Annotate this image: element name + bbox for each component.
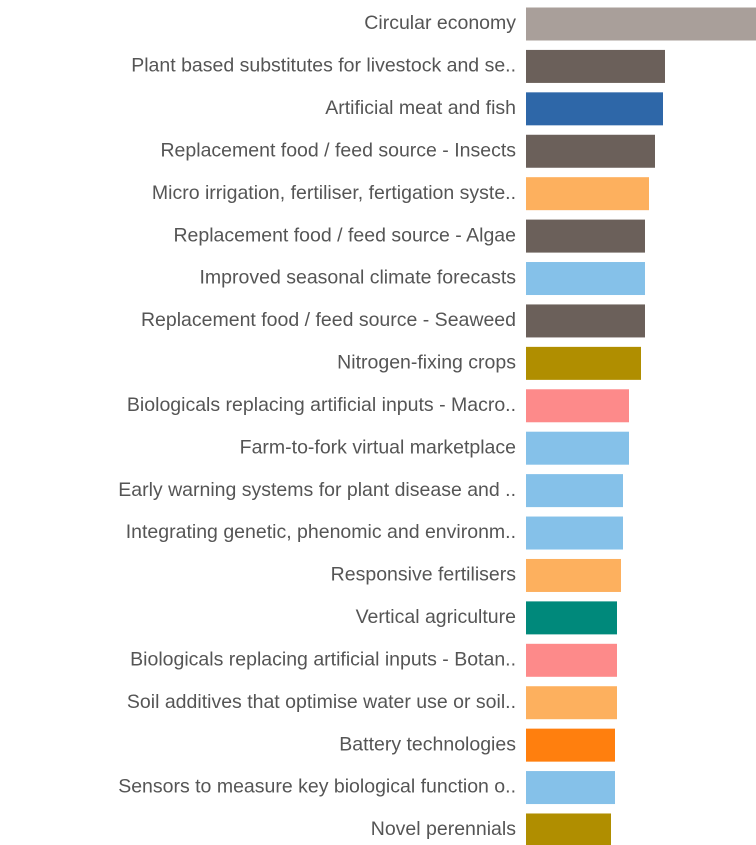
bar	[526, 389, 629, 423]
category-label: Biologicals replacing artificial inputs …	[130, 648, 516, 670]
category-label: Plant based substitutes for livestock an…	[131, 55, 516, 77]
category-label: Artificial meat and fish	[325, 97, 516, 119]
category-label: Micro irrigation, fertiliser, fertigatio…	[152, 182, 516, 204]
bar	[526, 516, 623, 550]
bar	[526, 558, 621, 592]
bar	[526, 134, 655, 168]
bar	[526, 262, 645, 296]
bar	[526, 771, 615, 805]
bar	[526, 431, 629, 465]
category-label: Vertical agriculture	[356, 606, 516, 628]
bar	[526, 177, 649, 211]
bar	[526, 304, 645, 338]
bar	[526, 474, 623, 508]
category-label: Early warning systems for plant disease …	[118, 479, 516, 501]
category-label: Soil additives that optimise water use o…	[127, 691, 516, 713]
bar	[526, 7, 756, 41]
bar	[526, 643, 617, 677]
bar	[526, 686, 617, 720]
bar	[526, 728, 615, 762]
bar	[526, 346, 641, 380]
bar	[526, 92, 663, 126]
category-label: Nitrogen-fixing crops	[337, 352, 516, 374]
category-label: Battery technologies	[339, 733, 516, 755]
category-label: Novel perennials	[371, 818, 517, 840]
bar	[526, 601, 617, 635]
category-label: Replacement food / feed source - Seaweed	[141, 309, 516, 331]
category-label: Circular economy	[364, 12, 516, 34]
category-label: Farm-to-fork virtual marketplace	[240, 436, 516, 458]
category-label: Responsive fertilisers	[331, 564, 517, 586]
bar	[526, 49, 665, 83]
category-label: Improved seasonal climate forecasts	[200, 267, 517, 289]
bar	[526, 813, 611, 845]
category-label: Replacement food / feed source - Algae	[173, 224, 516, 246]
category-label: Biologicals replacing artificial inputs …	[127, 394, 516, 416]
category-label: Sensors to measure key biological functi…	[118, 776, 516, 798]
category-label: Replacement food / feed source - Insects	[160, 139, 516, 161]
bar	[526, 219, 645, 253]
category-label: Integrating genetic, phenomic and enviro…	[126, 521, 516, 543]
